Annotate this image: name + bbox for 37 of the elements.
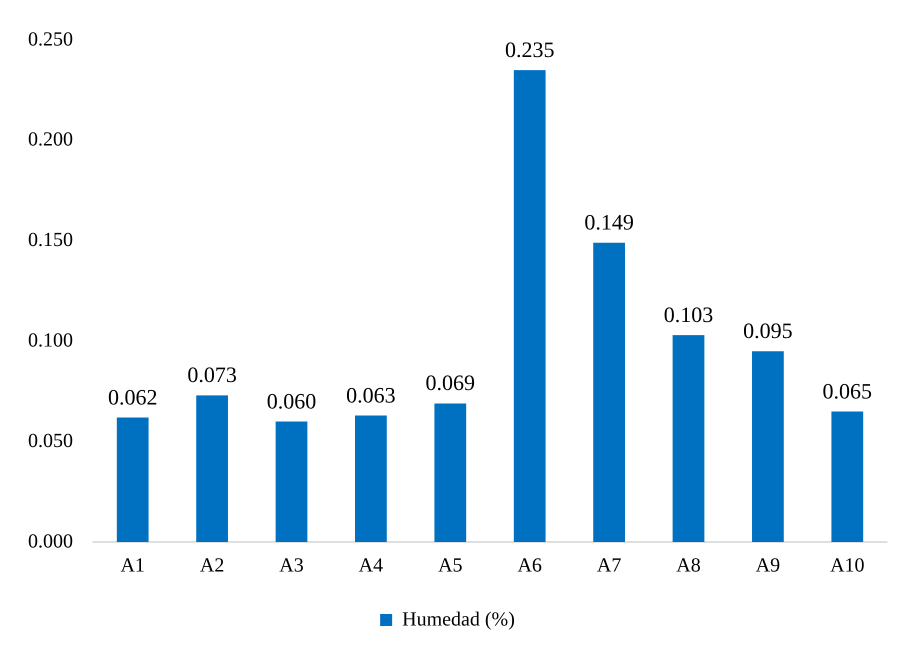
bar [355,415,387,542]
bar [276,422,308,542]
data-label: 0.095 [743,318,793,344]
x-tick-label: A8 [676,554,701,576]
data-label: 0.063 [346,382,396,408]
bar [434,403,466,542]
data-label: 0.073 [187,362,237,388]
y-tick-label: 0.150 [28,229,73,252]
x-tick-label: A1 [120,554,145,576]
data-label: 0.065 [822,378,872,404]
y-tick-label: 0.250 [28,28,73,50]
bar [752,351,784,542]
data-label: 0.235 [504,36,554,62]
y-tick-label: 0.100 [28,329,73,352]
bar [831,411,864,542]
data-label: 0.060 [266,388,316,414]
x-tick-label: A2 [200,554,224,576]
y-tick-label: 0.000 [28,530,73,552]
x-tick-label: A3 [279,554,304,576]
x-tick-label: A6 [517,554,542,576]
x-tick-label: A10 [830,554,865,576]
x-tick-label: A7 [596,554,622,576]
bar [672,335,704,542]
data-label: 0.062 [108,384,158,410]
bar [196,395,228,542]
y-tick-label: 0.200 [28,128,73,151]
x-tick-label: A4 [358,554,384,576]
bar [116,418,149,542]
data-label: 0.103 [664,302,714,327]
data-label: 0.069 [426,370,476,396]
bar [514,70,546,542]
x-tick-label: A9 [756,554,780,576]
bar [593,242,625,542]
data-label: 0.149 [584,210,634,235]
y-tick-label: 0.050 [28,430,73,452]
legend-label: Humedad (%) [402,608,515,630]
x-tick-label: A5 [438,554,463,576]
